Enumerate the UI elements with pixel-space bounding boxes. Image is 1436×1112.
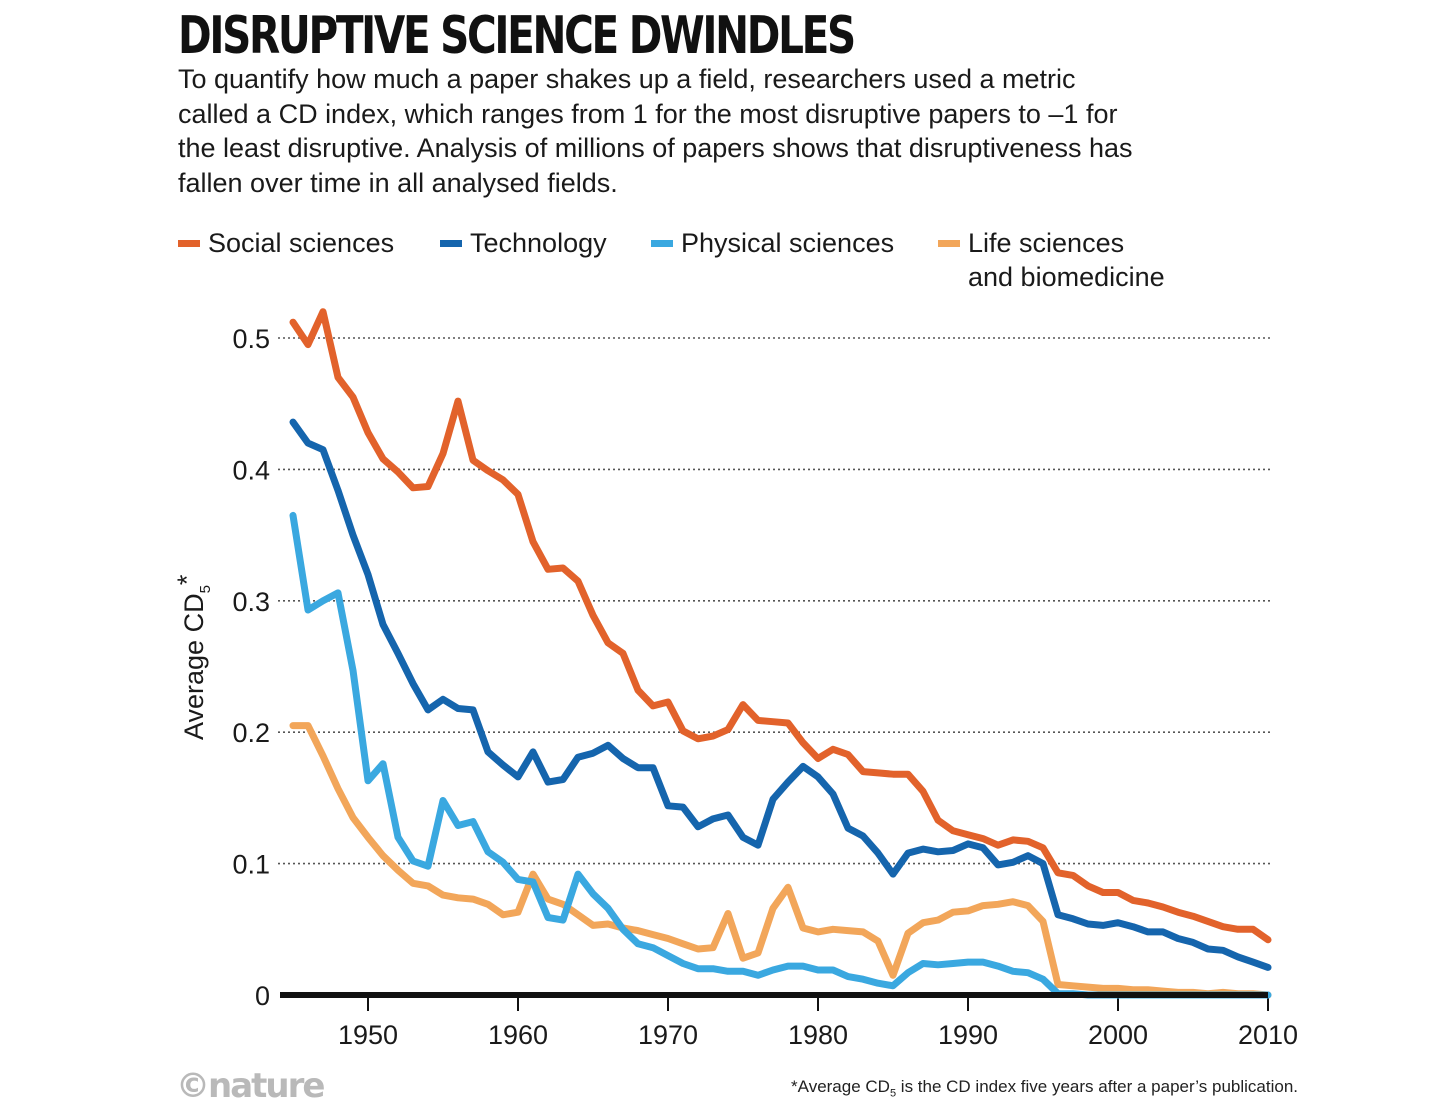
x-tick-label-2010: 2010 [1238, 1020, 1298, 1050]
legend-label-life-sciences-line2: and biomedicine [968, 262, 1165, 292]
series-line-technology [289, 418, 1272, 971]
x-tick-label-1950: 1950 [338, 1020, 398, 1050]
x-tick-label-1970: 1970 [638, 1020, 698, 1050]
y-tick-label-0.4: 0.4 [232, 455, 270, 485]
y-axis-label: Average CD5* [172, 574, 214, 740]
nature-logo: ©nature [176, 1066, 325, 1106]
footnote: *Average CD5 is the CD index five years … [791, 1077, 1298, 1099]
footnote-prefix: *Average CD [791, 1077, 890, 1096]
y-tick-label-0.2: 0.2 [232, 718, 270, 748]
y-axis-label-main: Average CD [179, 593, 209, 740]
x-tick-label-2000: 2000 [1088, 1020, 1148, 1050]
y-tick-label-0: 0 [255, 981, 270, 1011]
x-tick-label-1960: 1960 [488, 1020, 548, 1050]
legend-label-life-sciences-line1: Life sciences [968, 228, 1125, 258]
y-tick-label-0.1: 0.1 [232, 850, 270, 880]
legend-label-social-sciences: Social sciences [208, 228, 395, 258]
legend-swatch-social-sciences [178, 240, 200, 247]
chart-title: DISRUPTIVE SCIENCE DWINDLES [178, 6, 856, 66]
y-axis-label-star: * [172, 574, 202, 585]
legend-label-physical-sciences: Physical sciences [681, 228, 895, 258]
chart-subtitle: To quantify how much a paper shakes up a… [178, 64, 1133, 198]
series-line-life-sciences-and-biomedicine [289, 722, 1272, 999]
y-axis-label-sub: 5 [197, 585, 214, 593]
y-tick-label-0.3: 0.3 [232, 587, 270, 617]
footnote-subscript: 5 [889, 1087, 897, 1100]
legend-label-technology: Technology [470, 228, 607, 258]
y-tick-label-0.5: 0.5 [232, 324, 270, 354]
legend-swatch-technology [440, 240, 462, 247]
series-line-social-sciences [289, 308, 1272, 944]
x-tick-label-1980: 1980 [788, 1020, 848, 1050]
legend-swatch-physical-sciences [651, 240, 673, 247]
footnote-suffix: is the CD index five years after a paper… [896, 1077, 1298, 1096]
x-tick-label-1990: 1990 [938, 1020, 998, 1050]
legend-swatch-life-sciences [938, 240, 960, 247]
